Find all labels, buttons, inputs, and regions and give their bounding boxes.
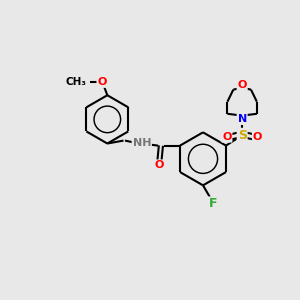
Text: O: O <box>238 80 247 90</box>
Text: O: O <box>155 160 164 170</box>
Text: NH: NH <box>133 138 151 148</box>
Text: F: F <box>208 197 217 210</box>
Text: O: O <box>222 132 232 142</box>
Text: S: S <box>238 129 247 142</box>
Text: O: O <box>253 132 262 142</box>
Text: N: N <box>238 114 247 124</box>
Text: O: O <box>97 77 107 87</box>
Text: CH₃: CH₃ <box>65 77 86 87</box>
